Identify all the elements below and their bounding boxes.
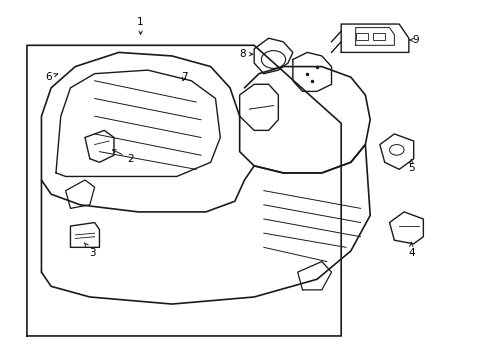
Text: 3: 3 — [84, 243, 95, 258]
Text: 5: 5 — [407, 159, 414, 172]
Text: 6: 6 — [45, 72, 58, 82]
Text: 9: 9 — [409, 35, 419, 45]
Text: 8: 8 — [238, 49, 252, 59]
Text: 4: 4 — [407, 242, 414, 258]
Text: 2: 2 — [112, 150, 134, 164]
Text: 7: 7 — [181, 72, 187, 82]
Bar — [355, 33, 367, 40]
Text: 1: 1 — [137, 17, 143, 34]
Bar — [372, 33, 384, 40]
